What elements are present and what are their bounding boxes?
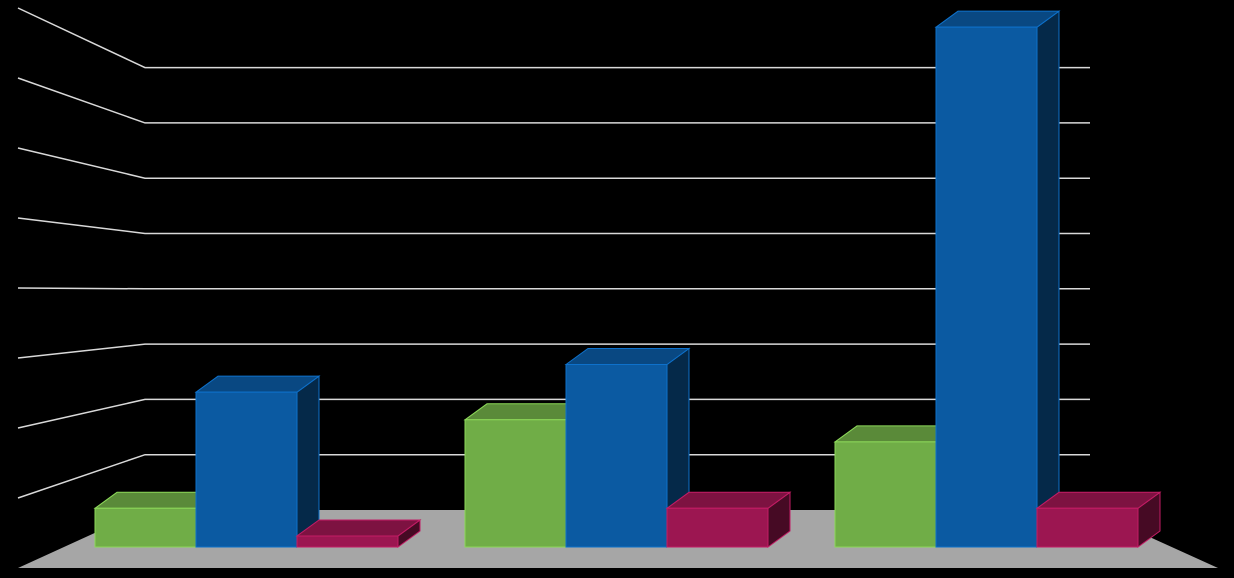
bar-front <box>935 26 1038 548</box>
bar-side <box>296 375 320 548</box>
grid-line <box>17 398 1090 429</box>
bar-top <box>295 519 422 537</box>
bar-top <box>564 348 691 366</box>
grid-line <box>17 7 1090 69</box>
bar <box>295 518 422 548</box>
bar <box>194 375 321 548</box>
bar-front <box>296 535 399 548</box>
bar <box>934 10 1061 548</box>
bar-front <box>834 441 937 548</box>
bar-front <box>195 391 298 548</box>
grid-line <box>17 77 1090 124</box>
grid-line <box>17 287 1090 290</box>
bar-top <box>194 375 321 393</box>
bar-top <box>665 491 792 509</box>
bar-front <box>565 364 668 548</box>
bar-front <box>464 419 567 548</box>
grid-line <box>17 343 1090 359</box>
bar-front <box>1036 507 1139 548</box>
bar <box>564 347 691 548</box>
bar-top <box>934 10 1061 28</box>
bar-front <box>94 507 197 548</box>
grid-line <box>17 217 1090 235</box>
bar <box>665 491 792 548</box>
bar-side <box>1036 10 1060 548</box>
grid-line <box>17 147 1090 179</box>
bar-top <box>1035 491 1162 509</box>
grid-line <box>17 453 1090 499</box>
bar <box>1035 491 1162 548</box>
bar-front <box>666 507 769 548</box>
